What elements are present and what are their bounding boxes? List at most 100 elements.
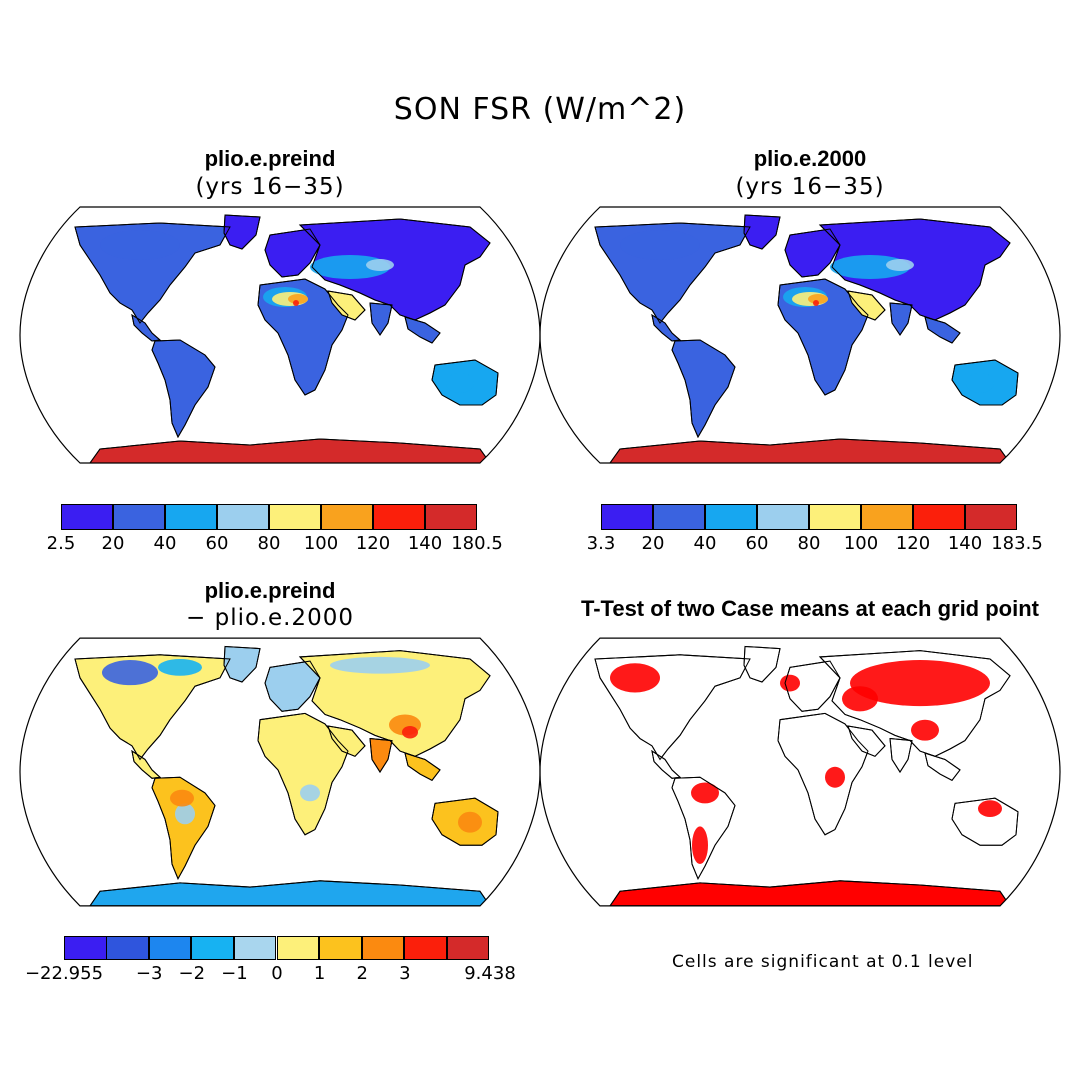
colorbar-tick-label: 40 bbox=[693, 533, 717, 554]
colorbar-tick-label: 120 bbox=[355, 533, 391, 554]
colorbar-swatch bbox=[191, 936, 234, 960]
field-patch bbox=[842, 686, 878, 712]
continent-camerica bbox=[651, 313, 682, 342]
colorbar-tick-label: 140 bbox=[947, 533, 983, 554]
colorbar-swatch bbox=[446, 936, 490, 960]
ttest-note: Cells are significant at 0.1 level bbox=[672, 952, 974, 972]
colorbar-tick-label: 80 bbox=[797, 533, 821, 554]
colorbar-tick-label: 20 bbox=[641, 533, 665, 554]
colorbar-swatch bbox=[372, 504, 425, 530]
field-patch bbox=[825, 766, 845, 788]
map-2000 bbox=[539, 206, 1061, 464]
map-preind bbox=[19, 206, 541, 464]
map-diff bbox=[19, 637, 541, 907]
colorbar-swatch bbox=[808, 504, 861, 530]
field-patch bbox=[610, 663, 660, 693]
colorbar-swatch bbox=[106, 936, 149, 960]
colorbar-swatch bbox=[652, 504, 705, 530]
panel-title-diff: plio.e.preind bbox=[204, 578, 336, 603]
continent-camerica bbox=[131, 750, 162, 779]
colorbar-swatch bbox=[164, 504, 217, 530]
colorbar-swatch bbox=[276, 936, 320, 960]
field-patch bbox=[170, 789, 194, 807]
panel-subtitle-2000: (yrs 16−35) bbox=[735, 174, 885, 200]
field-patch bbox=[175, 803, 195, 825]
map-frame bbox=[539, 206, 1061, 464]
colorbar-tick-label: 140 bbox=[407, 533, 443, 554]
colorbar-tick-label: 2.5 bbox=[46, 533, 76, 554]
field-patch bbox=[620, 230, 700, 260]
colorbar-swatch bbox=[424, 504, 477, 530]
field-patch bbox=[458, 811, 482, 833]
colorbar-tick-label: 80 bbox=[257, 533, 281, 554]
colorbar-swatch bbox=[912, 504, 965, 530]
field-patch bbox=[886, 259, 914, 271]
continent-samerica bbox=[151, 339, 216, 439]
field-patch bbox=[158, 659, 202, 676]
colorbar-swatch bbox=[320, 504, 373, 530]
colorbar-swatch bbox=[860, 504, 913, 530]
colorbar-swatch bbox=[61, 504, 113, 530]
field-patch bbox=[288, 294, 308, 304]
colorbar-tick-label: 2 bbox=[356, 963, 368, 984]
field-patch bbox=[300, 784, 320, 802]
field-patch bbox=[446, 373, 474, 393]
colorbar-preind: 2.5 20 40 60 80 100 120 140 180.5 bbox=[47, 504, 503, 554]
panel-subtitle-diff: − plio.e.2000 bbox=[186, 605, 354, 631]
colorbar-2000: 3.3 20 40 60 80 100 120 140 183.5 bbox=[587, 504, 1043, 554]
colorbar-tick-label: 183.5 bbox=[991, 533, 1043, 554]
colorbar-swatch bbox=[268, 504, 321, 530]
colorbar-tick-label: 100 bbox=[303, 533, 339, 554]
colorbar-tick-label: 1 bbox=[313, 963, 326, 984]
colorbar-swatch bbox=[112, 504, 165, 530]
colorbar-swatch bbox=[964, 504, 1017, 530]
colorbar-swatch bbox=[319, 936, 362, 960]
map-frame bbox=[539, 637, 1061, 907]
colorbar-swatch bbox=[148, 936, 192, 960]
colorbar-swatch bbox=[233, 936, 277, 960]
colorbar-tick-label: −2 bbox=[178, 963, 206, 984]
field-patch bbox=[850, 660, 990, 707]
colorbar-swatch bbox=[756, 504, 809, 530]
colorbar-tick-label: −22.955 bbox=[24, 963, 104, 984]
continent-antarctica bbox=[89, 880, 491, 906]
colorbar-tick-label: 20 bbox=[101, 533, 125, 554]
continent-samerica bbox=[671, 339, 736, 439]
field-patch bbox=[813, 300, 819, 306]
colorbar-tick-label: 60 bbox=[205, 533, 229, 554]
colorbar-tick-label: 40 bbox=[153, 533, 177, 554]
field-patch bbox=[691, 782, 719, 804]
colorbar-swatch bbox=[404, 936, 447, 960]
field-patch bbox=[780, 674, 800, 692]
continent-antarctica bbox=[609, 880, 1011, 906]
colorbar-tick-label: −1 bbox=[221, 963, 248, 984]
map-ttest bbox=[539, 637, 1061, 907]
colorbar-tick-label: 3 bbox=[399, 963, 411, 984]
panel-title-2000: plio.e.2000 bbox=[753, 146, 867, 171]
colorbar-tick-label: 120 bbox=[895, 533, 931, 554]
colorbar-swatch bbox=[704, 504, 757, 530]
panel-title-ttest: T-Test of two Case means at each grid po… bbox=[580, 596, 1039, 621]
colorbar-swatch bbox=[216, 504, 269, 530]
field-patch bbox=[366, 259, 394, 271]
field-patch bbox=[966, 373, 994, 393]
panel-subtitle-preind: (yrs 16−35) bbox=[195, 174, 345, 200]
field-patch bbox=[100, 230, 180, 260]
continent-camerica bbox=[651, 750, 682, 779]
field-patch bbox=[330, 656, 430, 674]
field-patch bbox=[293, 300, 299, 306]
colorbar-swatch bbox=[601, 504, 653, 530]
panel-title-preind: plio.e.preind bbox=[204, 146, 336, 171]
colorbar-tick-label: 9.438 bbox=[464, 963, 516, 984]
colorbar-tick-label: 60 bbox=[745, 533, 769, 554]
field-patch bbox=[978, 800, 1002, 817]
colorbar-swatch bbox=[64, 936, 107, 960]
colorbar-tick-label: 180.5 bbox=[451, 533, 503, 554]
field-patch bbox=[808, 294, 828, 304]
continent-antarctica bbox=[89, 438, 491, 463]
field-patch bbox=[911, 719, 939, 741]
colorbar-tick-label: −3 bbox=[135, 963, 163, 984]
field-patch bbox=[402, 725, 418, 739]
colorbar-tick-label: 0 bbox=[271, 963, 283, 984]
continent-antarctica bbox=[609, 438, 1011, 463]
